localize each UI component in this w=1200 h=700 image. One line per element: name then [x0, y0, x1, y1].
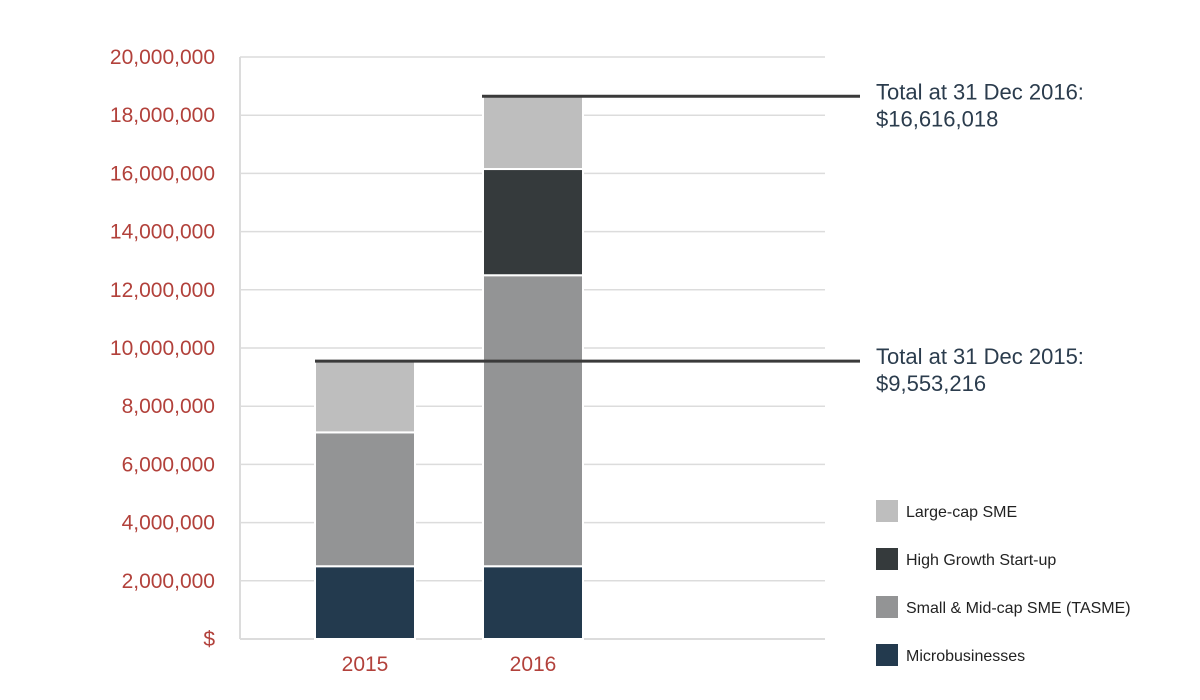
- legend-label: High Growth Start-up: [906, 552, 1056, 569]
- x-tick-label: 2016: [510, 653, 557, 676]
- y-tick-label: 20,000,000: [110, 46, 215, 69]
- bar-segment-2016-1: [482, 274, 584, 568]
- legend-label: Small & Mid-cap SME (TASME): [906, 600, 1131, 617]
- y-tick-label: 4,000,000: [122, 512, 215, 535]
- bar-segment-2016-0: [482, 565, 584, 640]
- total-annotation-line1: Total at 31 Dec 2016:: [876, 79, 1084, 104]
- bar-segment-2016-3: [482, 95, 584, 171]
- legend-swatch: [876, 500, 898, 522]
- y-tick-label: 6,000,000: [122, 453, 215, 476]
- total-annotation-line2: $9,553,216: [876, 371, 986, 396]
- total-annotation-line1: Total at 31 Dec 2015:: [876, 344, 1084, 369]
- legend-label: Microbusinesses: [906, 648, 1025, 665]
- y-tick-label: 18,000,000: [110, 104, 215, 127]
- y-tick-label: 16,000,000: [110, 162, 215, 185]
- y-tick-label: 14,000,000: [110, 221, 215, 244]
- legend-swatch: [876, 548, 898, 570]
- x-tick-label: 2015: [342, 653, 389, 676]
- bar-segment-2015-1: [314, 431, 416, 568]
- y-tick-label: 2,000,000: [122, 570, 215, 593]
- total-annotation-line2: $16,616,018: [876, 106, 998, 131]
- bar-segment-2016-2: [482, 168, 584, 277]
- y-tick-label: 10,000,000: [110, 337, 215, 360]
- bar-segment-2015-3: [314, 360, 416, 434]
- y-tick-label: $: [203, 628, 215, 651]
- legend-label: Large-cap SME: [906, 504, 1017, 521]
- y-tick-label: 8,000,000: [122, 395, 215, 418]
- legend-swatch: [876, 596, 898, 618]
- legend-swatch: [876, 644, 898, 666]
- bar-segment-2015-0: [314, 565, 416, 640]
- y-tick-label: 12,000,000: [110, 279, 215, 302]
